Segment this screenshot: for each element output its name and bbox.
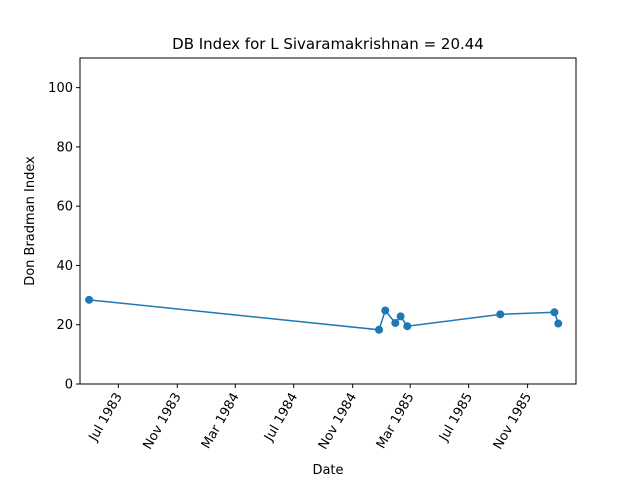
y-tick-label: 40 bbox=[56, 259, 73, 274]
y-tick-label: 100 bbox=[48, 81, 73, 96]
y-tick-label: 60 bbox=[56, 200, 73, 215]
data-point-5 bbox=[396, 312, 405, 321]
data-point-7 bbox=[496, 310, 505, 319]
data-point-1 bbox=[85, 295, 94, 304]
data-point-9 bbox=[554, 319, 563, 328]
data-point-8 bbox=[550, 308, 559, 317]
y-tick-label: 0 bbox=[65, 378, 73, 393]
data-point-2 bbox=[375, 325, 384, 334]
data-point-3 bbox=[381, 306, 390, 315]
chart-title: DB Index for L Sivaramakrishnan = 20.44 bbox=[172, 35, 484, 53]
axes-frame bbox=[79, 57, 577, 385]
data-point-4 bbox=[391, 318, 400, 327]
x-axis-label: Date bbox=[312, 463, 343, 478]
y-axis-label: Don Bradman Index bbox=[23, 156, 38, 286]
y-tick-label: 20 bbox=[56, 318, 73, 333]
data-point-6 bbox=[403, 322, 412, 331]
y-tick-label: 80 bbox=[56, 140, 73, 155]
